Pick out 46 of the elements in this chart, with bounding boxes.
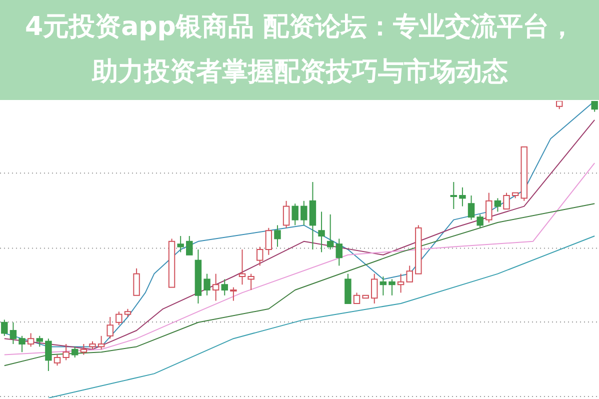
candlestick xyxy=(265,227,272,256)
candlestick xyxy=(326,214,334,250)
candlestick xyxy=(212,273,220,302)
candlestick xyxy=(371,273,378,304)
candlestick xyxy=(80,344,88,356)
candlestick xyxy=(300,200,308,226)
candlestick xyxy=(486,192,492,223)
candlestick xyxy=(1,319,8,336)
candlestick xyxy=(459,186,466,207)
candlestick xyxy=(476,214,484,228)
candlestick xyxy=(318,211,325,253)
candlestick xyxy=(177,236,184,253)
candlestick xyxy=(18,335,26,353)
candlestick xyxy=(256,246,264,266)
candlestick xyxy=(204,273,210,296)
candlestick xyxy=(591,101,598,112)
candlestick xyxy=(72,346,78,358)
candlestick xyxy=(116,311,122,326)
candlestick xyxy=(380,276,387,296)
candlestick xyxy=(62,344,70,361)
candlestick xyxy=(274,224,281,248)
candlestick xyxy=(494,198,502,212)
candlestick xyxy=(468,195,475,220)
candlestick xyxy=(388,278,396,296)
candlestick xyxy=(406,265,413,282)
candlestick xyxy=(238,249,246,286)
candlestick xyxy=(36,335,44,348)
candlestick xyxy=(353,292,360,304)
candlestick xyxy=(106,316,114,340)
candlestick xyxy=(397,273,404,294)
candlestick xyxy=(292,203,298,226)
candlestick xyxy=(248,273,254,290)
candlestick xyxy=(230,286,237,302)
candlestick xyxy=(450,182,458,210)
candlestick xyxy=(54,354,61,366)
candlestick xyxy=(45,338,52,372)
candlestick xyxy=(221,278,228,296)
candlestick xyxy=(282,200,290,228)
candlestick xyxy=(10,322,17,344)
candlestick xyxy=(27,332,34,348)
candlestick xyxy=(503,192,510,210)
candlestick xyxy=(98,335,105,350)
candlestick xyxy=(336,238,343,266)
chart-title: 4元投资app银商品 配资论坛：专业交流平台，助力投资者掌握配资技巧与市场动态 xyxy=(24,11,576,89)
candlestick xyxy=(186,236,193,256)
candlestick xyxy=(133,268,140,296)
